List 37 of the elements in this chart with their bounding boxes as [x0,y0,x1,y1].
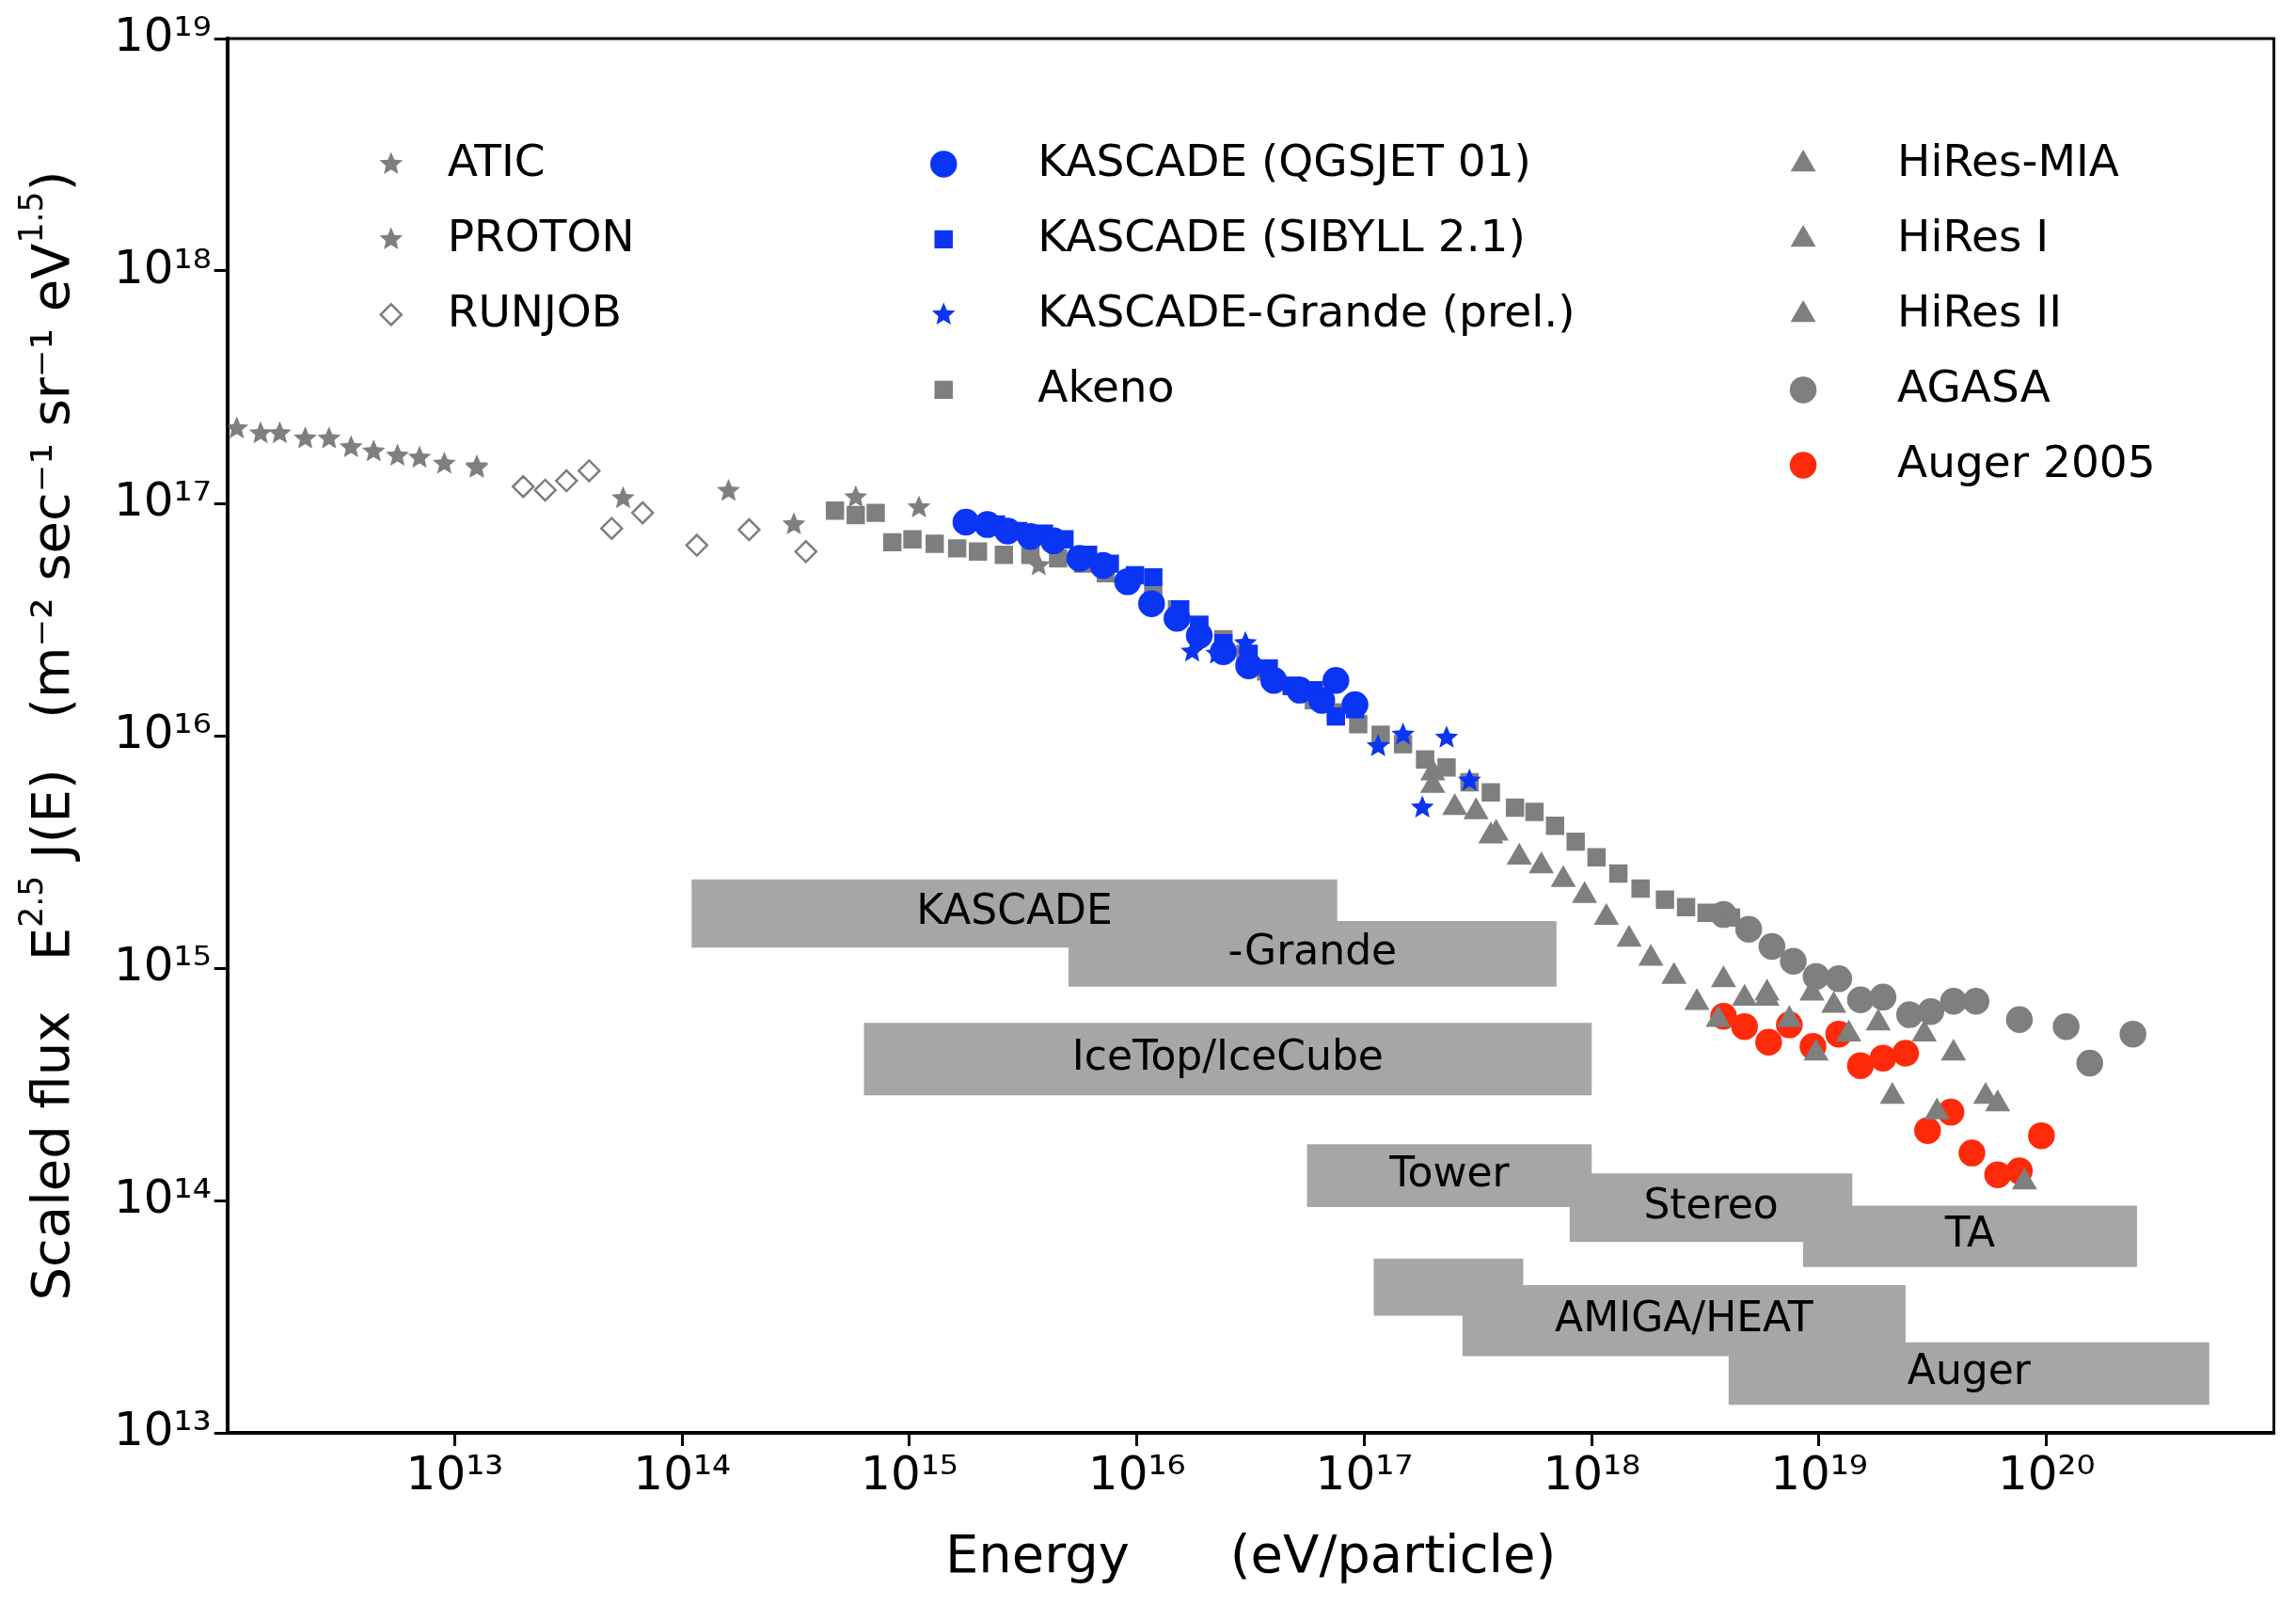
legend-label: Akeno [1037,359,1175,412]
x-tick-label: 10¹⁹ [1770,1445,1868,1501]
band-label: Auger [1907,1345,2032,1394]
y-axis-title: Scaled flux E2.5 J(E) (m⁻² sec⁻¹ sr⁻¹ eV1.5) [11,170,81,1301]
x-tick-label: 10¹⁷ [1315,1445,1414,1501]
band-label: Stereo [1643,1180,1779,1229]
y-tick-label: 10¹⁴ [113,1168,212,1224]
legend-label: ATIC [447,134,546,186]
x-axis-title: Energy (eV/particle) [944,1522,1557,1584]
legend-label: HiRes II [1897,284,2063,337]
legend-label: KASCADE (SIBYLL 2.1) [1037,209,1526,262]
band-label: Tower [1388,1148,1511,1197]
band-label: -Grande [1227,926,1398,975]
band-label: KASCADE [916,885,1113,934]
band-label: AMIGA/HEAT [1555,1293,1813,1342]
x-tick-label: 10¹⁶ [1087,1445,1186,1501]
band-label: IceTop/IceCube [1071,1031,1384,1080]
y-tick-label: 10¹⁵ [113,936,212,992]
legend-label: RUNJOB [447,284,623,337]
y-tick-label: 10¹⁸ [113,239,212,294]
y-tick-label: 10¹⁹ [113,7,212,62]
legend-label: HiRes-MIA [1897,134,2119,186]
legend-label: PROTON [447,209,635,262]
x-tick-label: 10¹⁵ [861,1445,958,1501]
x-tick-label: 10¹³ [405,1445,504,1501]
y-tick-label: 10¹⁶ [113,704,212,759]
y-tick-label: 10¹³ [113,1401,212,1456]
legend-label: KASCADE (QGSJET 01) [1037,134,1531,186]
band-label: TA [1943,1208,1996,1257]
x-tick-label: 10¹⁴ [633,1445,732,1501]
x-tick-label: 10¹⁸ [1543,1445,1641,1501]
legend-label: KASCADE-Grande (prel.) [1037,284,1576,337]
x-tick-label: 10²⁰ [1997,1445,2096,1501]
legend-label: HiRes I [1897,209,2050,262]
legend-label: Auger 2005 [1897,435,2156,487]
legend-label: AGASA [1897,359,2051,412]
y-tick-label: 10¹⁷ [113,471,212,527]
